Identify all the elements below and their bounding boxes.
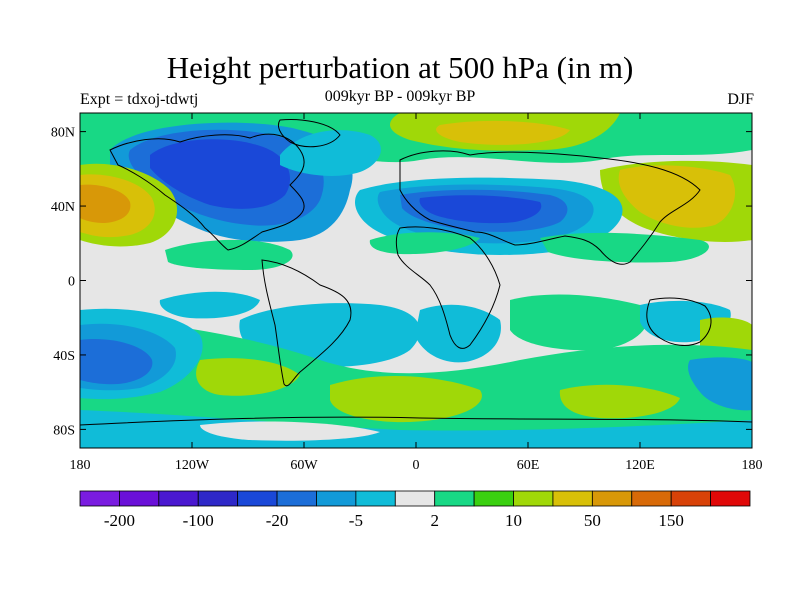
colorbar-label: 10: [505, 511, 522, 530]
arctic-max: [436, 120, 570, 145]
coast-antarctica: [80, 416, 752, 426]
colorbar-label: 150: [658, 511, 684, 530]
coastlines: [80, 119, 752, 426]
colorbar-labels: -200 -100 -20 -5 2 10 50 150: [104, 511, 684, 530]
colorbar-label: 2: [430, 511, 439, 530]
antarctic-neutral-patch: [200, 421, 380, 441]
coast-north-america: [109, 133, 305, 251]
coast-australia: [646, 297, 712, 346]
low-se-pacific: [688, 357, 752, 411]
colorbar-swatch: [670, 490, 711, 507]
lat-tick-label: 80N: [51, 126, 75, 141]
colorbar-swatch: [473, 490, 514, 507]
coast-south-america: [261, 259, 352, 387]
low-north-america-core: [150, 139, 290, 209]
colorbar-swatch: [631, 490, 672, 507]
colorbar-label: -200: [104, 511, 135, 530]
colorbar-label: -5: [349, 511, 363, 530]
low-eurasia-core: [419, 195, 542, 224]
colorbar-swatch: [79, 490, 120, 507]
colorbar-swatch: [237, 490, 278, 507]
plot-title: Height perturbation at 500 hPa (in m): [166, 50, 634, 85]
colorbar-swatch: [394, 490, 436, 507]
lon-tick-label: 60W: [290, 458, 318, 473]
colorbar-swatch: [316, 490, 357, 507]
high-east-asia-core: [618, 165, 735, 228]
colorbar-swatch: [552, 490, 593, 507]
lon-tick-label: 60E: [517, 458, 540, 473]
season-label: DJF: [727, 91, 754, 108]
high-pacific-core: [80, 184, 131, 223]
lon-tick-label: 120E: [625, 458, 655, 473]
latitude-axis: 80N 40N 0 40S 80S: [51, 126, 752, 438]
colorbar-label: -20: [266, 511, 289, 530]
high-south-atlantic: [330, 375, 482, 423]
high-south-indian: [559, 384, 680, 419]
colorbar-swatch: [276, 490, 317, 507]
colorbar-label: 50: [584, 511, 601, 530]
contour-field: [80, 113, 752, 448]
low-south-atlantic: [415, 304, 501, 363]
colorbar: [79, 490, 751, 507]
low-south-pacific: [159, 291, 260, 319]
longitude-axis: 180 120W 60W 0 60E 120E 180: [70, 113, 763, 473]
lon-tick-label: 120W: [175, 458, 210, 473]
low-labrador: [280, 130, 381, 176]
colorbar-swatch: [434, 490, 475, 507]
colorbar-swatch: [197, 490, 239, 507]
band-subtropical-atlantic: [369, 232, 480, 255]
lat-tick-label: 0: [68, 275, 75, 290]
lat-tick-label: 40N: [51, 200, 75, 215]
high-drake: [196, 358, 300, 396]
band-subtropical-asia: [540, 232, 709, 263]
coast-eurasia: [399, 150, 701, 265]
coast-greenland: [277, 119, 341, 148]
coast-africa: [395, 226, 501, 349]
colorbar-swatch: [158, 490, 199, 507]
colorbar-label: -100: [183, 511, 214, 530]
band-subtropical-west: [165, 239, 293, 270]
colorbar-swatch: [355, 490, 396, 507]
lat-tick-label: 40S: [53, 349, 75, 364]
lat-tick-label: 80S: [53, 423, 75, 438]
low-sw-pacific-core: [80, 339, 153, 385]
colorbar-swatch: [710, 490, 751, 507]
colorbar-swatch: [591, 490, 633, 507]
lon-tick-label: 0: [413, 458, 420, 473]
experiment-label: Expt = tdxoj-tdwtj: [80, 91, 199, 108]
lon-tick-label: 180: [742, 458, 763, 473]
period-label: 009kyr BP - 009kyr BP: [324, 88, 476, 105]
band-indian-ocean: [510, 294, 648, 351]
lon-tick-label: 180: [70, 458, 91, 473]
colorbar-swatch: [513, 490, 554, 507]
colorbar-swatch: [119, 490, 160, 507]
